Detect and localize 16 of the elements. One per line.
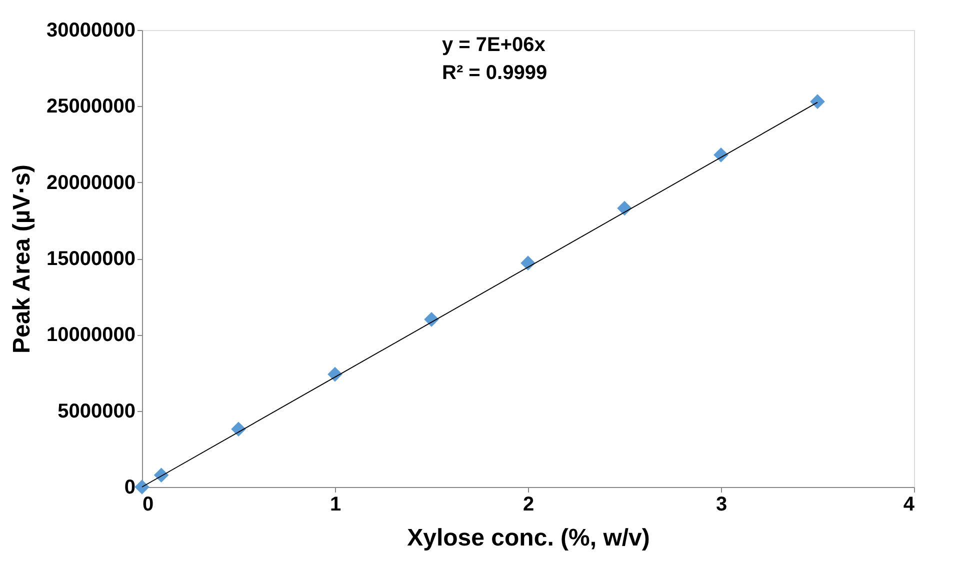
y-tick-label: 30000000 [46,20,136,42]
x-axis-title: Xylose conc. (%, w/v) [407,524,650,552]
y-tick-label: 25000000 [46,96,136,118]
y-tick-label: 0 [124,476,136,498]
annotation: y = 7E+06x [442,34,546,56]
x-tick-label: 0 [142,494,154,516]
y-tick-label: 15000000 [46,248,136,270]
y-tick-label: 5000000 [58,400,136,422]
x-tick-label: 2 [522,494,534,516]
x-tick-label: 1 [330,494,342,516]
y-tick-label: 20000000 [46,172,136,194]
x-tick-label: 3 [716,494,728,516]
y-tick-label: 10000000 [46,324,136,346]
annotation: R² = 0.9999 [442,62,548,84]
x-tick-label: 4 [903,494,916,516]
y-axis-title: Peak Area (µV·s) [8,164,36,354]
